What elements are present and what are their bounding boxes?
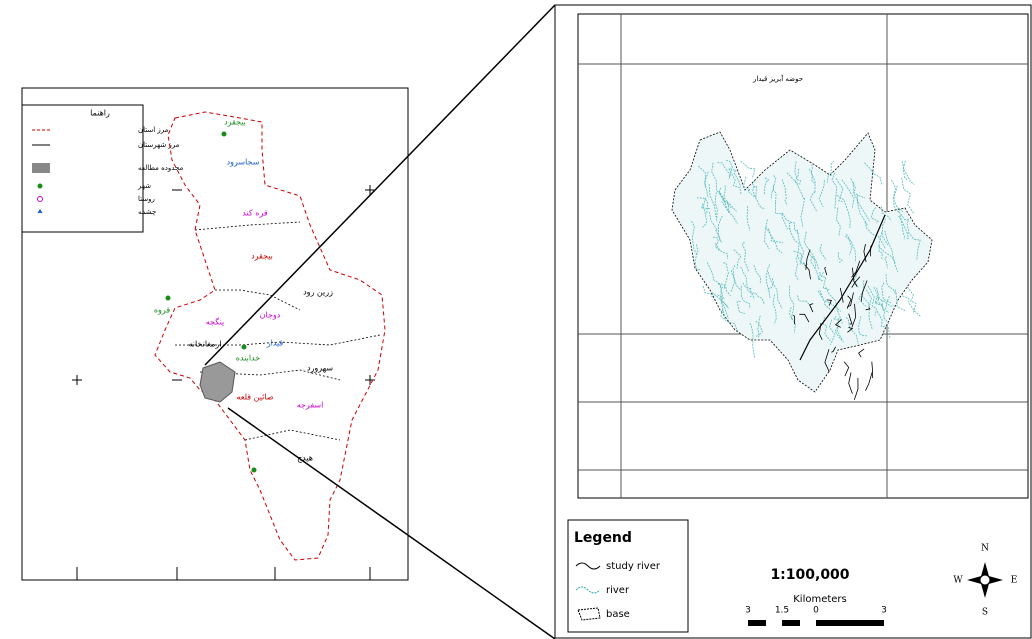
- compass-label: S: [982, 608, 988, 618]
- place-label: سجاسرود: [227, 158, 260, 167]
- compass-label: E: [1011, 576, 1018, 586]
- city-symbol: [252, 468, 257, 473]
- map-title: حوضه آبریز قیدار: [752, 74, 803, 83]
- place-label: خدابنده: [236, 354, 260, 363]
- place-label: صائین قلعه: [236, 393, 273, 402]
- legend-item: base: [606, 609, 630, 620]
- scale-label: 3: [881, 606, 887, 616]
- place-label: بیجقرد: [224, 118, 246, 127]
- scale-label: 1.5: [775, 606, 789, 616]
- place-label: سهرورد: [307, 364, 333, 373]
- city-symbol: [242, 345, 247, 350]
- place-label: دوجان: [260, 311, 281, 320]
- scale-label: 3: [745, 606, 751, 616]
- scale-ratio: 1:100,000: [770, 567, 849, 583]
- legend-item: مرز استان: [138, 126, 169, 134]
- figure: راهنما مرز استان مرز شهرستان محدوده مطالعه…: [0, 0, 1032, 639]
- legend-item: محدوده مطالعه: [138, 164, 183, 172]
- legend-title: Legend: [574, 530, 632, 546]
- scale-unit: Kilometers: [793, 594, 847, 605]
- legend-item: river: [606, 585, 630, 596]
- compass-label: W: [953, 576, 963, 586]
- legend-swatch: [578, 608, 600, 620]
- place-label: قروه: [154, 306, 170, 315]
- place-label: قیدار: [266, 339, 284, 348]
- place-label: ینگجه: [206, 317, 225, 327]
- place-label: زرین رود: [303, 288, 333, 297]
- legend-item: چشمه: [138, 208, 156, 216]
- place-label: ارمغانخانه: [188, 340, 221, 349]
- compass-label: N: [981, 544, 989, 554]
- scale-label: 0: [813, 606, 819, 616]
- place-label: بیجقرد: [251, 252, 273, 261]
- place-label: اسفرجه: [297, 401, 324, 410]
- legend-title: راهنما: [90, 109, 110, 118]
- legend-item: مرز شهرستان: [138, 141, 180, 149]
- legend-item: شهر: [137, 182, 151, 190]
- city-symbol: [166, 296, 171, 301]
- city-symbol: [222, 132, 227, 137]
- place-label: قره کند: [242, 209, 268, 218]
- left-legend: راهنما: [22, 105, 143, 232]
- legend-item: study river: [606, 561, 661, 572]
- legend-item: روستا: [138, 195, 155, 203]
